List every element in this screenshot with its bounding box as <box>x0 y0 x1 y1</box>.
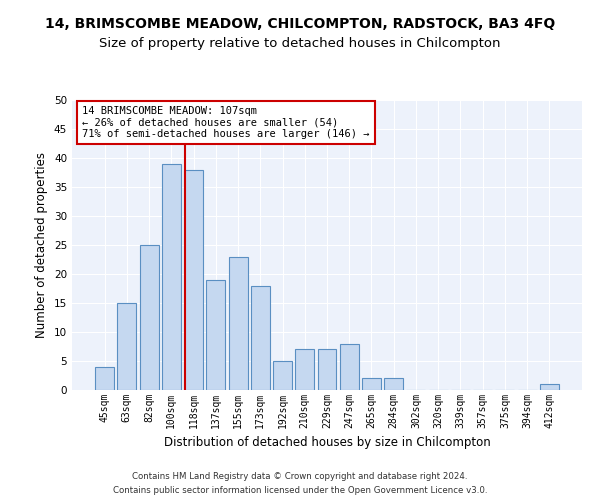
Bar <box>184 170 203 390</box>
Y-axis label: Number of detached properties: Number of detached properties <box>35 152 49 338</box>
Bar <box>273 361 292 390</box>
Bar <box>317 350 337 390</box>
Bar <box>229 256 248 390</box>
Bar <box>95 367 114 390</box>
Bar <box>140 245 158 390</box>
Text: 14, BRIMSCOMBE MEADOW, CHILCOMPTON, RADSTOCK, BA3 4FQ: 14, BRIMSCOMBE MEADOW, CHILCOMPTON, RADS… <box>45 18 555 32</box>
Bar <box>540 384 559 390</box>
Text: Size of property relative to detached houses in Chilcompton: Size of property relative to detached ho… <box>99 38 501 51</box>
Bar <box>362 378 381 390</box>
X-axis label: Distribution of detached houses by size in Chilcompton: Distribution of detached houses by size … <box>164 436 490 450</box>
Bar <box>295 350 314 390</box>
Bar <box>384 378 403 390</box>
Bar <box>162 164 181 390</box>
Bar <box>340 344 359 390</box>
Text: Contains public sector information licensed under the Open Government Licence v3: Contains public sector information licen… <box>113 486 487 495</box>
Text: 14 BRIMSCOMBE MEADOW: 107sqm
← 26% of detached houses are smaller (54)
71% of se: 14 BRIMSCOMBE MEADOW: 107sqm ← 26% of de… <box>82 106 370 139</box>
Bar <box>206 280 225 390</box>
Bar <box>251 286 270 390</box>
Bar <box>118 303 136 390</box>
Text: Contains HM Land Registry data © Crown copyright and database right 2024.: Contains HM Land Registry data © Crown c… <box>132 472 468 481</box>
